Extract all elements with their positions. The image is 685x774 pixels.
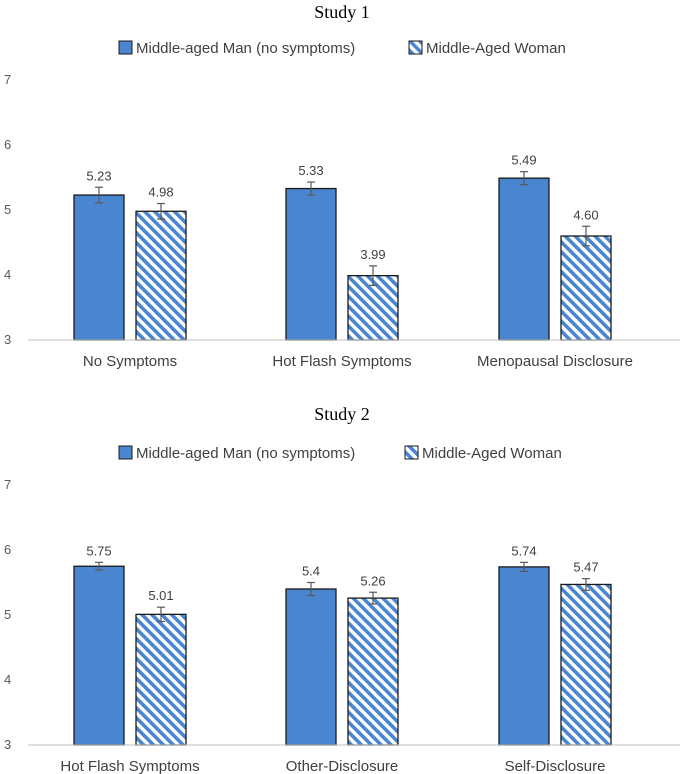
y-tick-label: 7 bbox=[4, 477, 11, 492]
y-tick-label: 5 bbox=[4, 607, 11, 622]
bar-woman bbox=[135, 613, 187, 746]
y-tick-label: 3 bbox=[4, 332, 11, 347]
legend-label-woman: Middle-Aged Woman bbox=[426, 40, 566, 57]
bar-man bbox=[285, 588, 337, 746]
data-label: 4.98 bbox=[148, 185, 173, 200]
chart-title: Study 2 bbox=[314, 404, 370, 424]
data-label: 5.49 bbox=[511, 153, 536, 168]
legend-swatch-woman bbox=[408, 40, 423, 55]
y-tick-label: 4 bbox=[4, 267, 11, 282]
category-label: Hot Flash Symptoms bbox=[60, 758, 199, 774]
study-1-chart: Study 1 Middle-aged Man (no symptoms) Mi… bbox=[4, 2, 680, 370]
bar-man bbox=[285, 187, 337, 341]
y-tick-label: 6 bbox=[4, 137, 11, 152]
bar-man bbox=[73, 194, 125, 341]
category-label: Menopausal Disclosure bbox=[477, 353, 633, 370]
legend-label-woman: Middle-Aged Woman bbox=[422, 445, 562, 462]
data-label: 5.47 bbox=[573, 560, 598, 575]
error-bar bbox=[520, 171, 528, 186]
legend-swatch-man bbox=[118, 40, 133, 55]
legend-label-man: Middle-aged Man (no symptoms) bbox=[136, 40, 355, 57]
bar-man bbox=[73, 565, 125, 746]
y-tick-label: 7 bbox=[4, 72, 11, 87]
data-label: 5.75 bbox=[86, 543, 111, 558]
error-bar bbox=[95, 561, 103, 571]
data-label: 4.60 bbox=[573, 207, 598, 222]
error-bar bbox=[307, 181, 315, 196]
error-bar bbox=[520, 561, 528, 573]
category-label: Self-Disclosure bbox=[505, 758, 606, 774]
y-tick-label: 5 bbox=[4, 202, 11, 217]
data-label: 5.26 bbox=[360, 573, 385, 588]
y-tick-label: 4 bbox=[4, 672, 11, 687]
category-label: Other-Disclosure bbox=[286, 758, 399, 774]
data-label: 5.4 bbox=[302, 564, 320, 579]
category-label: Hot Flash Symptoms bbox=[272, 353, 411, 370]
error-bar bbox=[582, 577, 590, 591]
data-label: 5.74 bbox=[511, 543, 536, 558]
data-label: 3.99 bbox=[360, 247, 385, 262]
data-label: 5.33 bbox=[298, 163, 323, 178]
error-bar bbox=[95, 186, 103, 204]
error-bar bbox=[582, 225, 590, 247]
legend-swatch-woman bbox=[404, 445, 419, 460]
bar-man bbox=[498, 566, 550, 746]
bar-woman bbox=[347, 274, 399, 341]
legend: Middle-aged Man (no symptoms) Middle-Age… bbox=[118, 40, 566, 57]
chart-title: Study 1 bbox=[314, 2, 370, 22]
bar-woman bbox=[560, 583, 612, 746]
y-tick-label: 3 bbox=[4, 737, 11, 752]
legend: Middle-aged Man (no symptoms) Middle-Age… bbox=[118, 445, 562, 462]
bar-woman bbox=[135, 210, 187, 341]
legend-label-man: Middle-aged Man (no symptoms) bbox=[136, 445, 355, 462]
data-label: 5.23 bbox=[86, 168, 111, 183]
data-label: 5.01 bbox=[148, 588, 173, 603]
y-tick-label: 6 bbox=[4, 542, 11, 557]
legend-swatch-man bbox=[118, 445, 133, 460]
error-bar bbox=[369, 591, 377, 605]
bar-man bbox=[498, 177, 550, 341]
error-bar bbox=[157, 202, 165, 220]
category-label: No Symptoms bbox=[83, 353, 177, 370]
bar-woman bbox=[560, 235, 612, 341]
error-bar bbox=[369, 265, 377, 286]
study-2-chart: Study 2 Middle-aged Man (no symptoms) Mi… bbox=[4, 404, 680, 774]
bar-woman bbox=[347, 597, 399, 746]
error-bar bbox=[157, 606, 165, 623]
error-bar bbox=[307, 581, 315, 597]
